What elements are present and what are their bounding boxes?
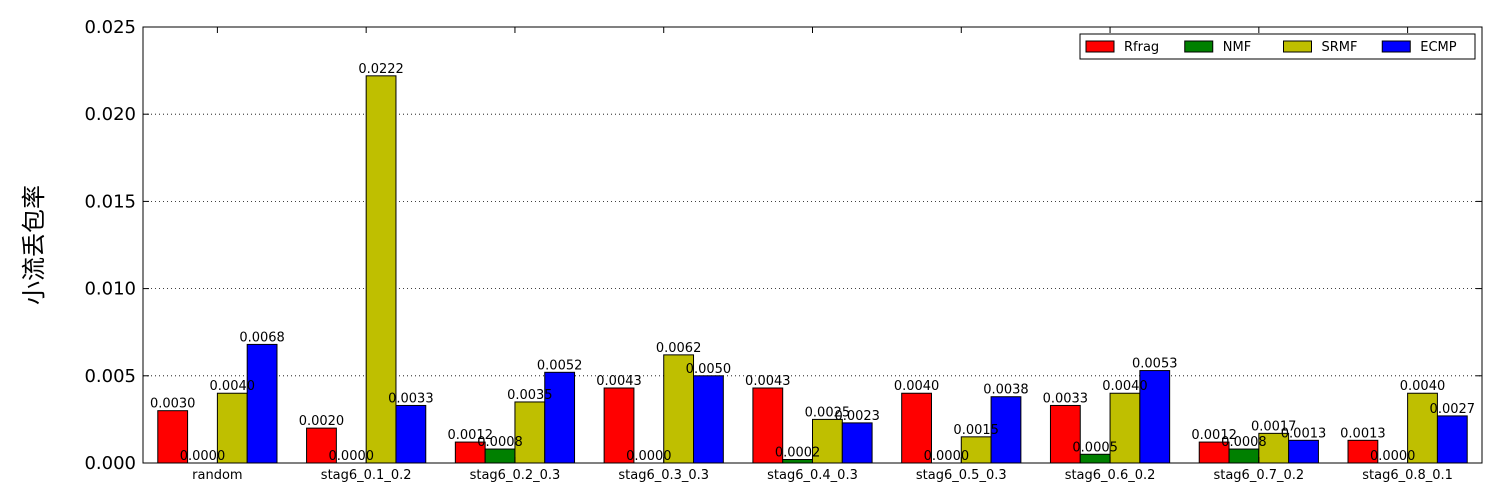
data-label: 0.0033 <box>1043 391 1089 406</box>
bar-ecmp <box>693 375 724 464</box>
legend-label-nmf: NMF <box>1223 40 1251 55</box>
data-label: 0.0030 <box>150 397 196 412</box>
data-label: 0.0052 <box>537 358 583 373</box>
data-label: 0.0017 <box>1251 419 1297 434</box>
data-label: 0.0000 <box>329 449 375 464</box>
data-label: 0.0068 <box>239 330 285 345</box>
data-label: 0.0008 <box>477 435 523 450</box>
data-label: 0.0035 <box>507 388 553 403</box>
data-label: 0.0027 <box>1430 402 1476 417</box>
bar-ecmp <box>395 404 427 464</box>
data-label: 0.0040 <box>210 379 256 394</box>
data-label: 0.0012 <box>1191 428 1237 443</box>
x-tick-label: stag6_0.4_0.3 <box>767 468 858 483</box>
bar-rfrag <box>157 410 189 464</box>
x-tick-label: random <box>192 468 242 483</box>
data-label: 0.0023 <box>834 409 880 424</box>
legend-label-rfrag: Rfrag <box>1124 40 1159 55</box>
bar-ecmp <box>246 343 278 464</box>
legend-swatch-ecmp <box>1381 40 1411 53</box>
bars <box>157 75 1468 464</box>
data-label: 0.0222 <box>358 62 404 77</box>
data-label: 0.0040 <box>1400 379 1446 394</box>
data-label: 0.0015 <box>953 423 999 438</box>
x-tick-label: stag6_0.5_0.3 <box>916 468 1007 483</box>
x-tick-label: stag6_0.8_0.1 <box>1362 468 1453 483</box>
data-label: 0.0062 <box>656 341 702 356</box>
data-label: 0.0033 <box>388 391 434 406</box>
y-tick-label: 0.015 <box>84 191 136 212</box>
data-labels: 0.0030 0.0000 0.0040 0.0068 0.0020 0.0000 0.02… <box>150 62 1475 464</box>
x-tick-label: stag6_0.6_0.2 <box>1065 468 1156 483</box>
legend-label-srmf: SRMF <box>1322 40 1358 55</box>
data-label: 0.0013 <box>1281 426 1327 441</box>
bar-nmf <box>1228 448 1260 464</box>
data-label: 0.0000 <box>180 449 226 464</box>
legend-swatch-srmf <box>1283 40 1312 53</box>
data-label: 0.0020 <box>299 414 345 429</box>
axis-ticks: 0.000 0.005 0.010 0.015 0.020 0.025 random stag… <box>84 17 1482 483</box>
data-label: 0.0040 <box>894 379 940 394</box>
bar-nmf <box>484 448 516 464</box>
data-label: 0.0012 <box>447 428 493 443</box>
y-tick-label: 0.010 <box>84 279 136 300</box>
bar-rfrag <box>752 387 784 464</box>
legend: Rfrag NMF SRMF ECMP <box>1079 33 1476 60</box>
data-label: 0.0043 <box>596 374 642 389</box>
data-label: 0.0050 <box>686 362 732 377</box>
data-label: 0.0005 <box>1072 440 1118 455</box>
data-label: 0.0000 <box>924 449 970 464</box>
y-tick-label: 0.020 <box>84 104 136 125</box>
bar-srmf <box>1109 392 1141 464</box>
legend-swatch-nmf <box>1184 40 1214 53</box>
bar-srmf <box>216 392 248 464</box>
y-axis-label: 小流丢包率 <box>20 185 48 305</box>
bar-ecmp <box>544 371 576 464</box>
grid-lines <box>143 113 1482 377</box>
data-label: 0.0038 <box>983 383 1029 398</box>
data-label: 0.0053 <box>1132 357 1178 372</box>
data-label: 0.0043 <box>745 374 791 389</box>
legend-label-ecmp: ECMP <box>1420 40 1457 55</box>
bar-ecmp <box>990 396 1022 464</box>
bar-srmf <box>1258 432 1290 464</box>
y-tick-label: 0.000 <box>84 453 136 474</box>
data-label: 0.0025 <box>805 405 851 420</box>
bar-srmf <box>663 354 695 464</box>
data-label: 0.0013 <box>1340 426 1386 441</box>
bar-srmf <box>1407 392 1438 464</box>
y-tick-label: 0.005 <box>84 366 136 387</box>
bar-ecmp <box>1139 370 1171 464</box>
data-label: 0.0000 <box>1370 449 1416 464</box>
x-tick-label: stag6_0.2_0.3 <box>470 468 561 483</box>
data-label: 0.0008 <box>1221 435 1267 450</box>
x-tick-label: stag6_0.7_0.2 <box>1213 468 1304 483</box>
bar-srmf <box>514 401 546 464</box>
x-tick-label: stag6_0.1_0.2 <box>321 468 412 483</box>
bar-rfrag <box>1049 404 1081 464</box>
legend-swatch-rfrag <box>1085 40 1115 53</box>
data-label: 0.0002 <box>775 446 821 461</box>
bar-nmf <box>1079 453 1111 464</box>
y-tick-label: 0.025 <box>84 17 136 38</box>
bar-ecmp <box>841 422 873 464</box>
x-tick-label: stag6_0.3_0.3 <box>618 468 709 483</box>
bar-rfrag <box>306 427 337 464</box>
bar-ecmp <box>1288 439 1319 464</box>
plot-frame <box>142 26 1483 464</box>
bar-ecmp <box>1436 415 1468 464</box>
data-label: 0.0040 <box>1102 379 1148 394</box>
data-label: 0.0000 <box>626 449 672 464</box>
